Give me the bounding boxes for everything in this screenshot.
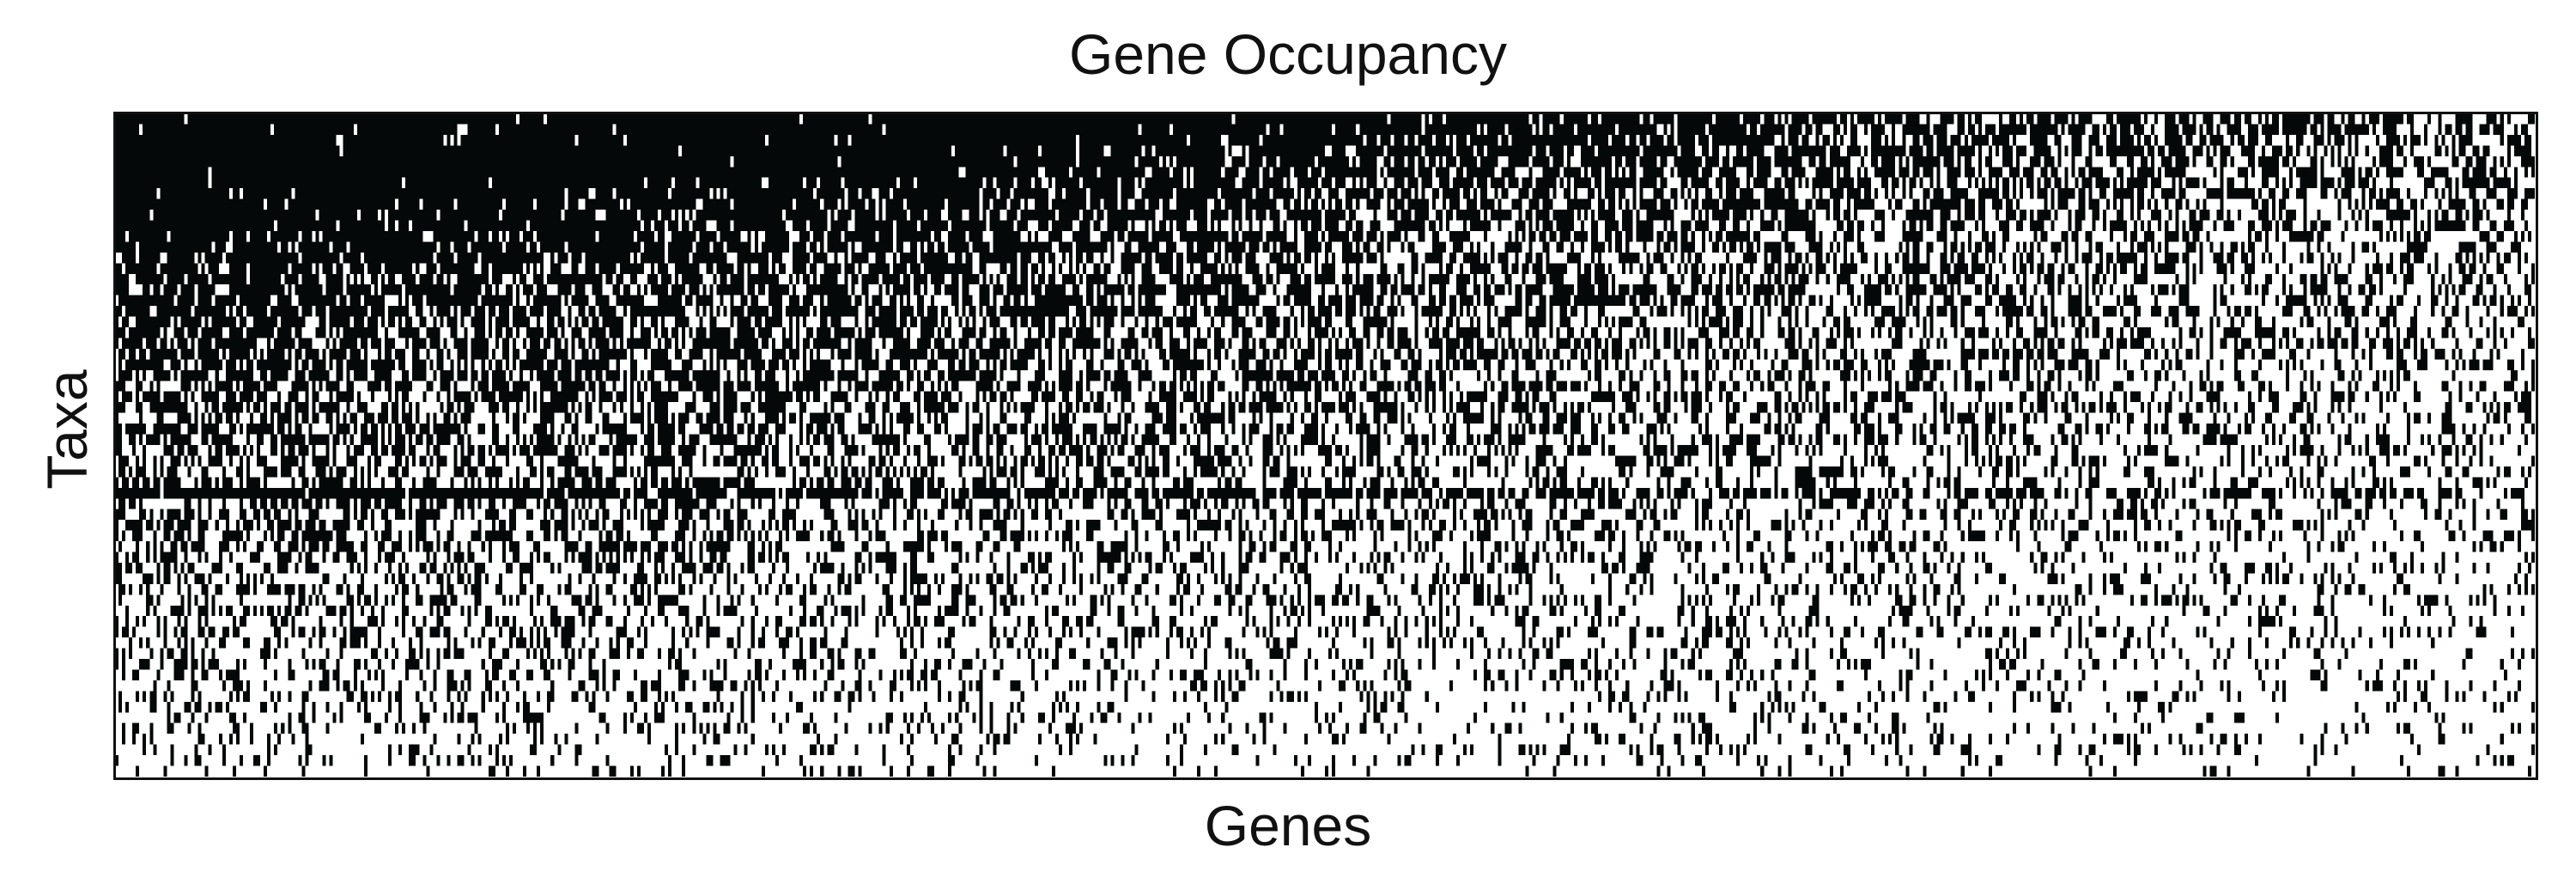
chart-title: Gene Occupancy — [1069, 22, 1507, 86]
x-axis-label: Genes — [1204, 794, 1372, 857]
occupancy-heatmap — [115, 113, 2535, 777]
y-axis-label: Taxa — [35, 369, 99, 490]
